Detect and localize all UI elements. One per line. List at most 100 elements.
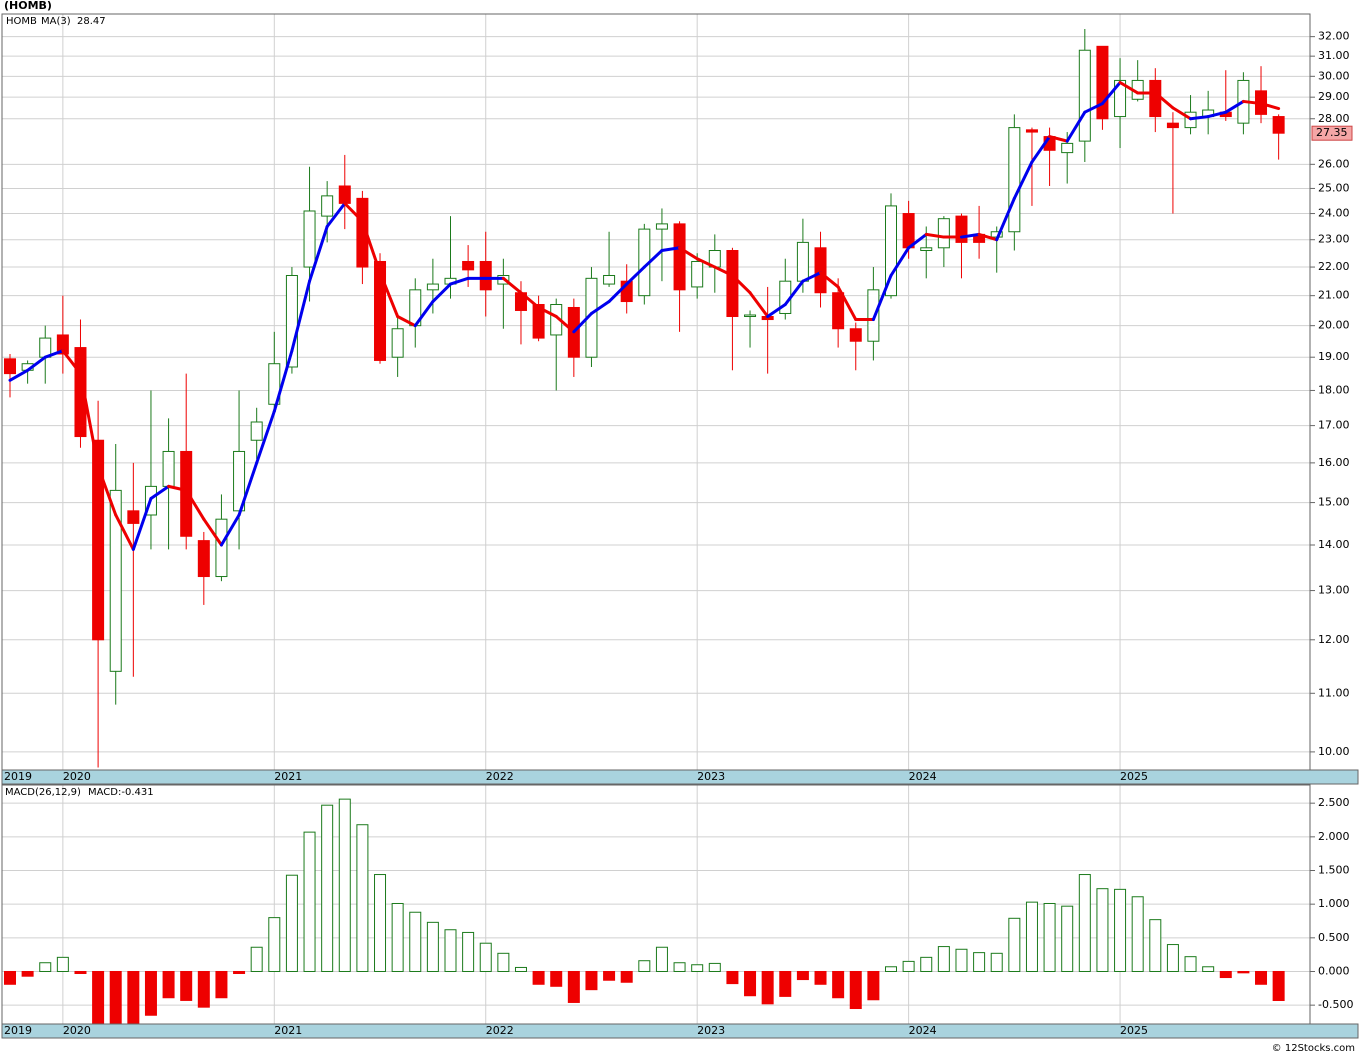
ma-line (783, 279, 805, 307)
macd-bar (832, 970, 845, 999)
y-tick-label: 12.00 (1318, 633, 1350, 646)
macd-bar (744, 970, 757, 997)
candle-body (479, 260, 492, 291)
macd-bar (74, 970, 87, 975)
ma-line (995, 196, 1016, 242)
ma-line (1065, 110, 1087, 143)
ma-line (889, 246, 911, 277)
macd-bar (321, 804, 334, 972)
plot-area (2, 785, 1310, 1024)
y-tick-label: 10.00 (1318, 745, 1350, 758)
y-tick-label: 32.00 (1318, 30, 1350, 43)
x-tick-label: 2022 (486, 1024, 514, 1037)
ma-line (1224, 99, 1245, 114)
ma-line (1206, 110, 1228, 119)
candle-body (1272, 116, 1285, 134)
y-tick-label: 11.00 (1318, 686, 1350, 699)
ma-line (766, 303, 787, 319)
ma-line (360, 219, 382, 275)
ma-line (836, 285, 858, 322)
ma-line (431, 282, 452, 304)
y-tick-label: 1.000 (1318, 897, 1350, 910)
macd-bar (162, 970, 175, 999)
macd-bar (550, 970, 563, 987)
macd-bar (849, 970, 862, 1010)
macd-bar (39, 962, 52, 972)
candle-body (162, 450, 175, 487)
y-tick-label: 1.500 (1318, 864, 1350, 877)
macd-bar (955, 948, 968, 972)
macd-bar (109, 970, 122, 1024)
candle-body (391, 328, 404, 358)
macd-bar (144, 970, 157, 1016)
macd-bar (726, 970, 739, 985)
macd-bar (1184, 956, 1197, 972)
macd-bar (796, 970, 809, 981)
ma-line (660, 246, 682, 253)
macd-bar (338, 798, 351, 972)
macd-bar (814, 970, 827, 985)
ma-line (625, 265, 646, 286)
ma-line (959, 232, 981, 239)
ma-line (1171, 106, 1193, 121)
macd-bar (1237, 970, 1250, 974)
ma-line (343, 201, 364, 223)
y-tick-label: 31.00 (1318, 49, 1350, 62)
macd-bar (779, 970, 792, 997)
y-tick-label: 22.00 (1318, 260, 1350, 273)
y-tick-label: 2.500 (1318, 796, 1350, 809)
macd-bar (902, 960, 915, 972)
candle-body (726, 250, 739, 318)
y-tick-label: 13.00 (1318, 584, 1350, 597)
macd-bar (197, 970, 210, 1008)
ma-line (554, 315, 576, 334)
ma-line (167, 484, 188, 492)
candle-body (180, 450, 193, 537)
candle-body (1114, 79, 1127, 118)
y-tick-label: 19.00 (1318, 350, 1350, 363)
x-tick-label: 2022 (486, 770, 514, 783)
y-tick-label: 26.00 (1318, 157, 1350, 170)
x-tick-label: 2023 (697, 770, 725, 783)
y-tick-label: 17.00 (1318, 419, 1350, 432)
candle-body (92, 439, 105, 641)
candle-body (462, 260, 475, 271)
macd-bar (708, 962, 721, 972)
ma-line (1189, 115, 1210, 121)
macd-bar (1202, 966, 1215, 972)
candle-body (1096, 45, 1109, 120)
macd-bar (514, 966, 527, 972)
ma-line (907, 232, 928, 250)
y-tick-label: 23.00 (1318, 233, 1350, 246)
ma-line (695, 257, 717, 269)
x-tick-label: 2019 (4, 770, 32, 783)
plot-frame (1, 13, 1311, 771)
macd-bar (885, 966, 897, 972)
candle-body (56, 334, 69, 355)
y-tick-label: 14.00 (1318, 538, 1350, 551)
macd-bar (233, 970, 246, 975)
ma-line (61, 349, 82, 376)
macd-title: MACD(26,12,9) (5, 787, 81, 798)
last-price-label: 27.35 (1316, 126, 1348, 139)
candle-body (814, 247, 827, 294)
y-tick-label: 30.00 (1318, 69, 1350, 82)
macd-bar (250, 946, 263, 972)
candle-body (338, 185, 351, 204)
x-tick-label: 2021 (274, 1024, 302, 1037)
macd-bar (127, 970, 140, 1024)
ma-line (396, 315, 417, 328)
macd-bar (990, 952, 1003, 972)
ma-line (96, 465, 118, 517)
x-tick-label: 2024 (909, 1024, 937, 1037)
date-strip (1, 1023, 1359, 1039)
ma-line (219, 513, 241, 547)
x-tick-label: 2025 (1120, 1024, 1148, 1037)
ma-line (1118, 81, 1140, 95)
candle-body (849, 328, 862, 342)
macd-bar (444, 929, 457, 972)
macd-bar (426, 921, 439, 972)
macd-bar (973, 952, 986, 972)
macd-bar (215, 970, 228, 999)
